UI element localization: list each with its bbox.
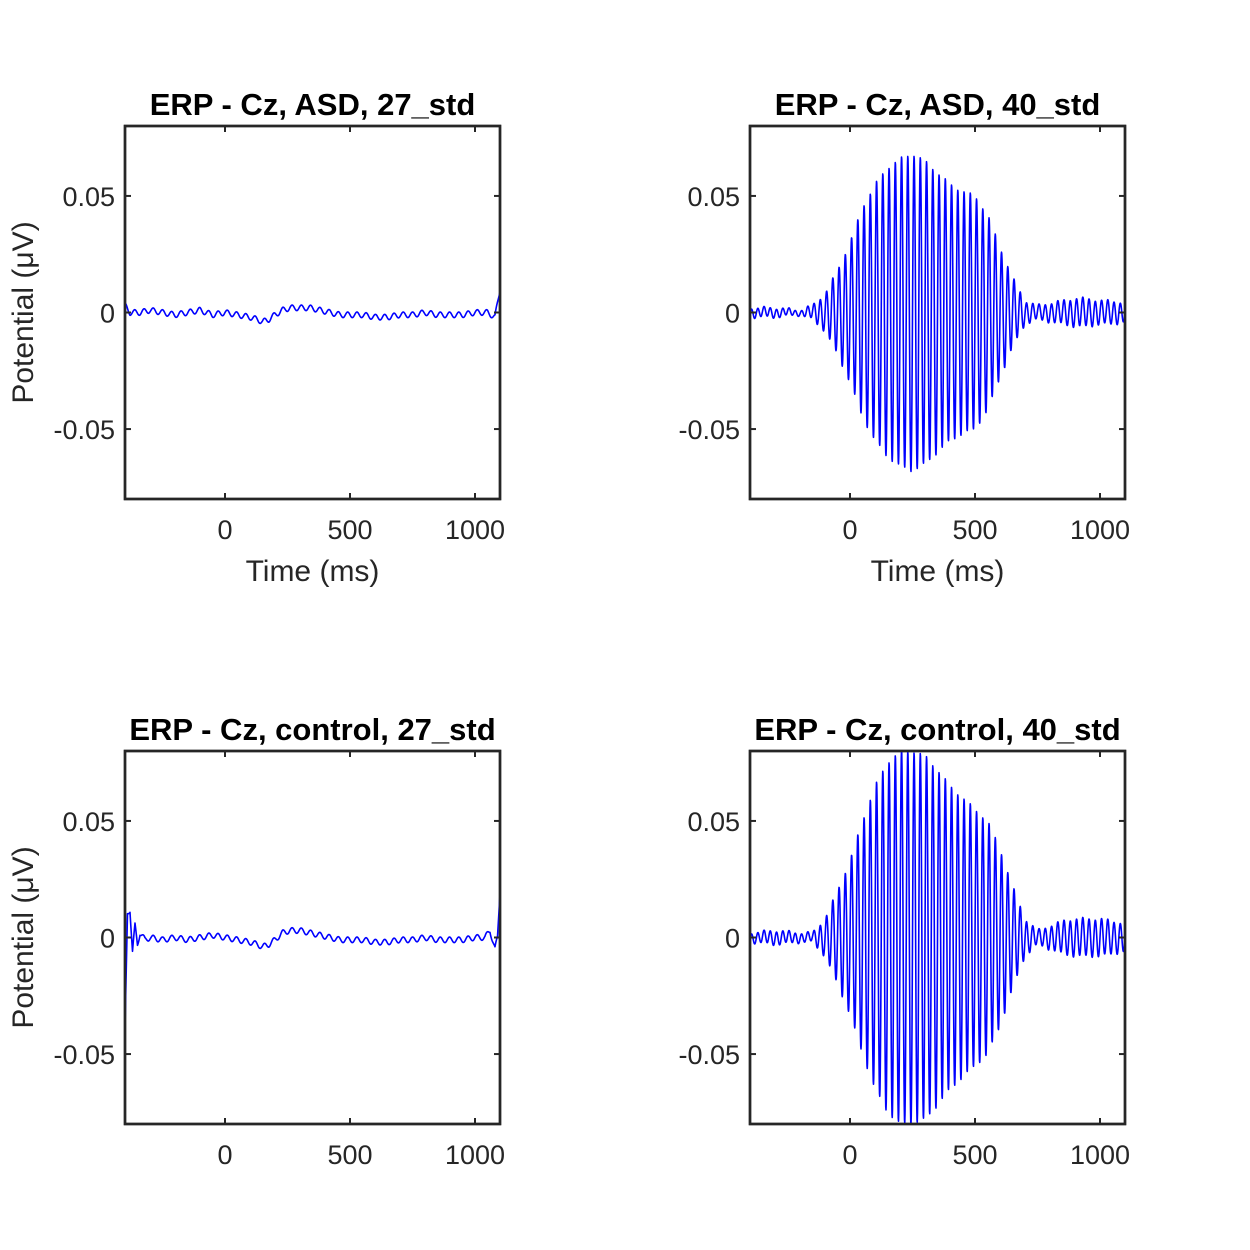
chart-panel-2: 0 500 1000 -0.05 0 0.05 ERP - Cz, ASD, 40_std T… [678, 87, 1130, 588]
x-tick-label: 0 [217, 515, 232, 545]
y-axis-label: Potential (μV) [7, 846, 40, 1028]
x-axis-label: Time (ms) [246, 555, 380, 588]
chart-title: ERP - Cz, control, 40_std [754, 712, 1120, 747]
erp-trace [750, 751, 1125, 1124]
x-tick-label: 500 [952, 1140, 997, 1170]
chart-panel-3: 0 500 1000 -0.05 0 0.05 ERP - Cz, control, 27_… [7, 712, 505, 1170]
chart-title: ERP - Cz, ASD, 27_std [150, 87, 476, 122]
chart-panel-4: 0 500 1000 -0.05 0 0.05 ERP - Cz, control, 40_… [678, 712, 1130, 1170]
x-tick-label: 0 [217, 1140, 232, 1170]
erp-trace [125, 893, 500, 1029]
chart-title: ERP - Cz, control, 27_std [129, 712, 495, 747]
y-tick-label: -0.05 [678, 415, 740, 445]
y-axis-label: Potential (μV) [7, 221, 40, 403]
erp-trace [750, 155, 1125, 473]
y-tick-label: -0.05 [53, 1040, 115, 1070]
x-tick-label: 500 [327, 1140, 372, 1170]
y-tick-label: 0 [100, 924, 115, 954]
x-tick-label: 1000 [445, 515, 505, 545]
axes-frame [123, 749, 502, 1126]
y-tick-label: 0.05 [62, 807, 115, 837]
y-tick-label: -0.05 [678, 1040, 740, 1070]
y-tick-label: 0 [725, 299, 740, 329]
x-tick-label: 500 [952, 515, 997, 545]
y-tick-label: 0 [725, 924, 740, 954]
x-tick-label: 500 [327, 515, 372, 545]
x-tick-label: 0 [842, 515, 857, 545]
y-tick-label: 0.05 [687, 182, 740, 212]
axes-frame [123, 124, 502, 501]
y-tick-label: 0 [100, 299, 115, 329]
y-tick-label: 0.05 [687, 807, 740, 837]
x-tick-label: 0 [842, 1140, 857, 1170]
y-tick-label: 0.05 [62, 182, 115, 212]
chart-title: ERP - Cz, ASD, 40_std [775, 87, 1101, 122]
x-axis-label: Time (ms) [871, 555, 1005, 588]
chart-panel-1: 0 500 1000 -0.05 0 0.05 ERP - Cz, ASD, 27_std T… [7, 87, 505, 588]
x-tick-label: 1000 [445, 1140, 505, 1170]
y-tick-label: -0.05 [53, 415, 115, 445]
x-tick-label: 1000 [1070, 515, 1130, 545]
x-tick-label: 1000 [1070, 1140, 1130, 1170]
erp-trace [125, 291, 500, 325]
